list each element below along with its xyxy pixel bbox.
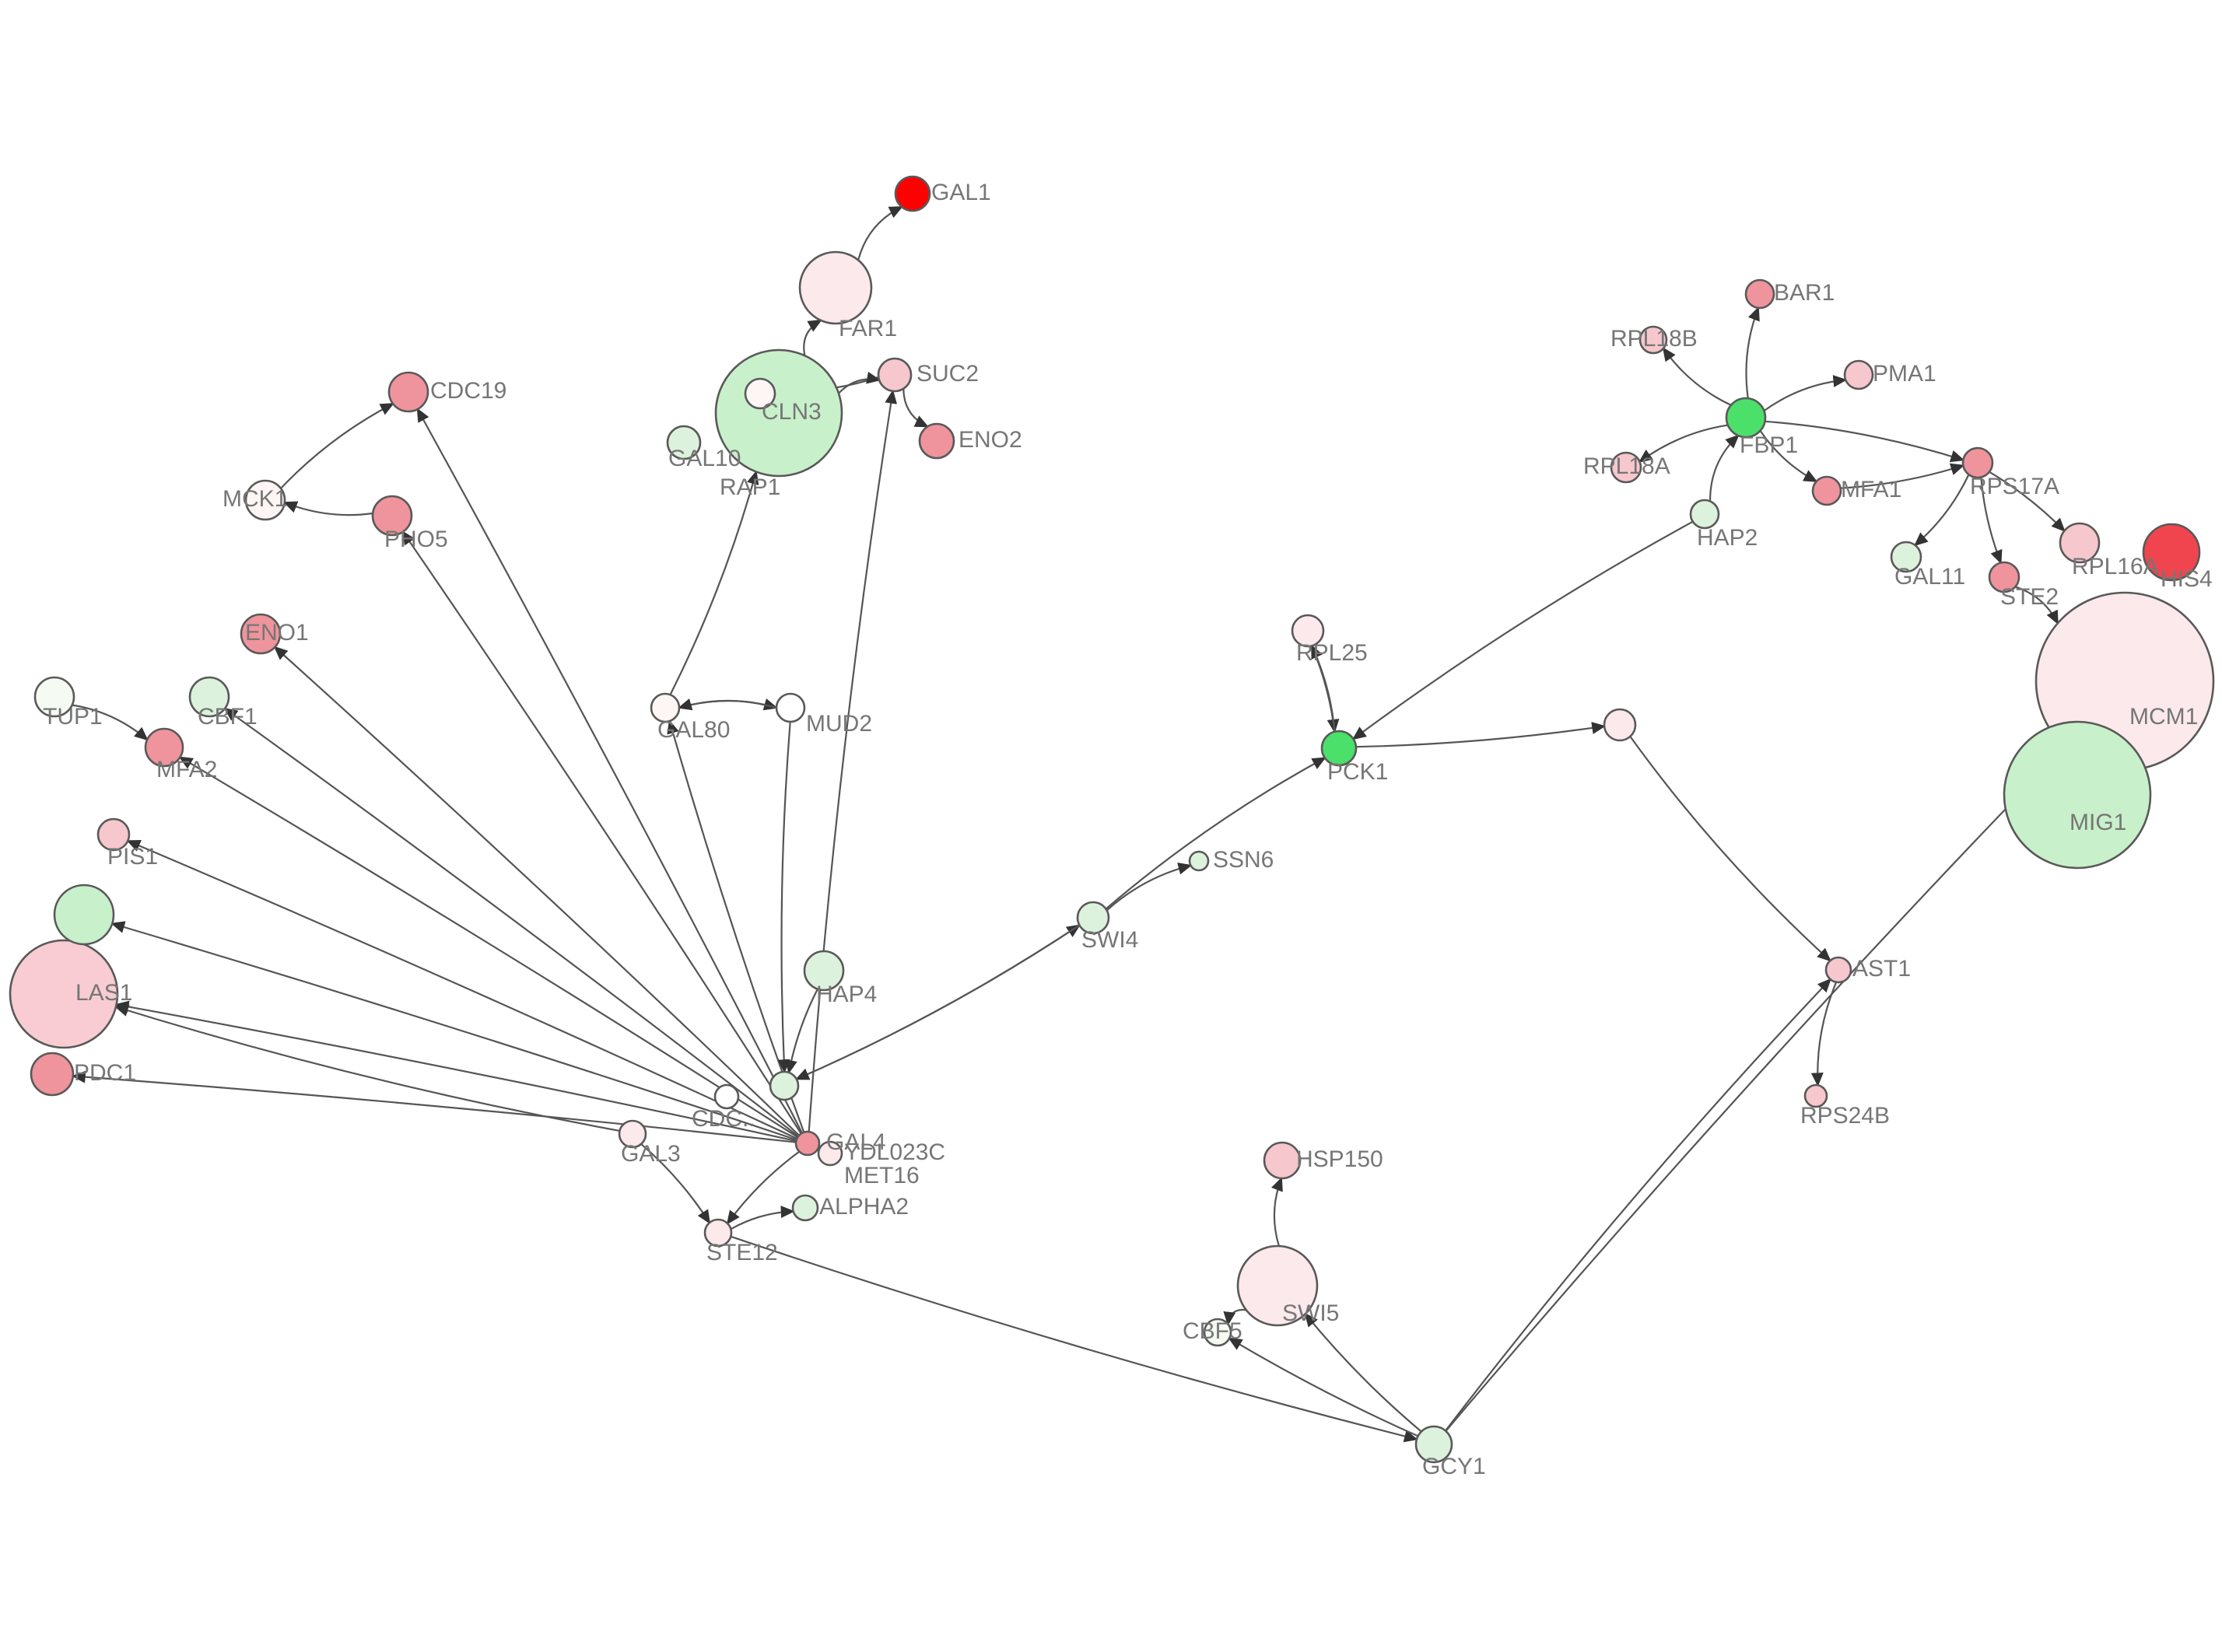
svg-text:GCY1: GCY1 (1422, 1454, 1486, 1479)
svg-text:PHO5: PHO5 (384, 527, 448, 552)
svg-text:FAR1: FAR1 (839, 316, 897, 341)
svg-text:CBF1: CBF1 (198, 704, 258, 730)
svg-text:STE2: STE2 (2000, 584, 2059, 610)
svg-text:GAL10: GAL10 (668, 446, 741, 471)
svg-text:YDL023C: YDL023C (844, 1139, 945, 1165)
svg-text:MFA2: MFA2 (156, 757, 217, 782)
svg-text:RPL25: RPL25 (1296, 640, 1368, 666)
svg-text:MFA1: MFA1 (1841, 477, 1901, 502)
svg-text:GAL11: GAL11 (1894, 564, 1965, 590)
svg-text:AST1: AST1 (1852, 956, 1911, 982)
svg-text:PIS1: PIS1 (107, 844, 158, 870)
svg-text:SSN6: SSN6 (1213, 847, 1274, 873)
svg-text:GAL3: GAL3 (621, 1141, 681, 1167)
svg-text:STE12: STE12 (706, 1240, 778, 1265)
svg-text:MCM1: MCM1 (2129, 704, 2198, 730)
svg-text:CLN3: CLN3 (762, 399, 822, 425)
svg-text:RPL16A: RPL16A (2072, 554, 2159, 579)
svg-text:SWI5: SWI5 (1282, 1300, 1339, 1326)
svg-text:SWI4: SWI4 (1081, 927, 1138, 953)
svg-text:ENO2: ENO2 (959, 427, 1022, 453)
svg-text:PCK1: PCK1 (1327, 759, 1388, 785)
svg-text:MET16: MET16 (844, 1163, 920, 1188)
svg-text:HAP4: HAP4 (816, 982, 877, 1007)
svg-text:BAR1: BAR1 (1774, 280, 1835, 306)
svg-text:HSP150: HSP150 (1296, 1146, 1383, 1172)
svg-text:ALPHA2: ALPHA2 (819, 1194, 909, 1220)
svg-text:CBF5: CBF5 (1183, 1318, 1242, 1344)
svg-text:HAP2: HAP2 (1697, 525, 1758, 551)
svg-text:CDC..: CDC.. (692, 1106, 755, 1132)
svg-text:GAL80: GAL80 (657, 717, 730, 743)
svg-text:ENO1: ENO1 (245, 620, 309, 646)
svg-text:RPL18A: RPL18A (1583, 453, 1670, 479)
svg-text:GAL1: GAL1 (931, 180, 991, 205)
svg-text:PMA1: PMA1 (1873, 361, 1936, 387)
svg-text:TUP1: TUP1 (43, 704, 103, 730)
svg-text:PDC1: PDC1 (74, 1060, 136, 1086)
svg-text:RPL18B: RPL18B (1610, 326, 1698, 352)
svg-text:RAP1: RAP1 (720, 474, 780, 500)
svg-text:RPS24B: RPS24B (1800, 1103, 1890, 1129)
svg-text:MUD2: MUD2 (806, 711, 872, 737)
svg-text:CDC19: CDC19 (430, 378, 506, 404)
svg-text:FBP1: FBP1 (1740, 432, 1798, 458)
svg-text:HIS4: HIS4 (2161, 566, 2213, 592)
svg-text:LAS1: LAS1 (75, 980, 132, 1006)
svg-text:RPS17A: RPS17A (1970, 474, 2059, 499)
svg-text:MCK1: MCK1 (223, 486, 287, 512)
svg-text:SUC2: SUC2 (916, 361, 979, 387)
svg-text:MIG1: MIG1 (2070, 810, 2126, 835)
